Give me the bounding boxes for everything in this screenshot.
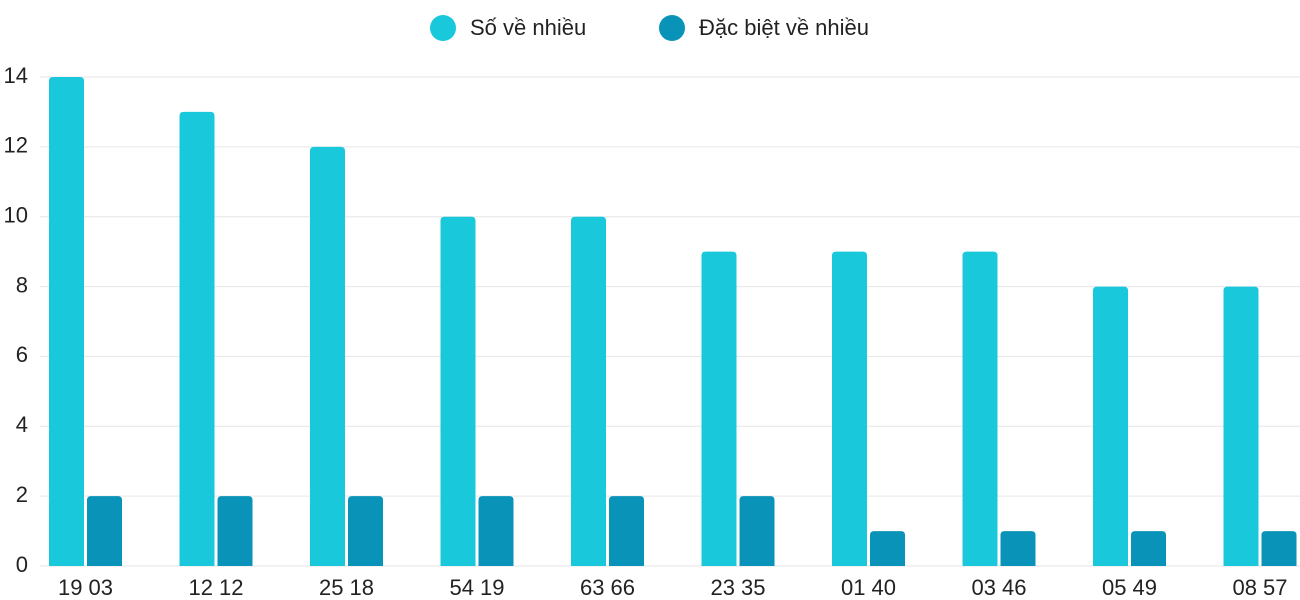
x-tick-label: 54 19	[449, 575, 504, 600]
bar	[609, 496, 644, 566]
bar	[348, 496, 383, 566]
bar	[962, 251, 998, 566]
bar	[1223, 286, 1259, 566]
x-tick-label: 12 12	[188, 575, 243, 600]
bar	[701, 251, 737, 566]
bar	[1131, 531, 1166, 566]
y-tick-label: 8	[16, 272, 28, 297]
bar	[179, 111, 215, 566]
x-tick-label: 63 66	[580, 575, 635, 600]
bar	[832, 251, 867, 566]
y-tick-label: 4	[16, 412, 28, 437]
legend-swatch	[430, 15, 456, 41]
y-tick-label: 10	[4, 203, 28, 228]
legend-label: Số về nhiều	[470, 15, 586, 40]
bar	[1000, 531, 1036, 566]
y-tick-label: 12	[4, 133, 28, 158]
legend-label: Đặc biệt về nhiều	[699, 15, 869, 40]
bar	[1261, 531, 1297, 566]
bar	[217, 496, 253, 566]
bar	[571, 216, 606, 566]
bar	[49, 77, 84, 566]
bar	[478, 496, 514, 566]
y-tick-label: 14	[4, 63, 28, 88]
x-tick-label: 23 35	[710, 575, 765, 600]
y-tick-label: 0	[16, 552, 28, 577]
bar	[739, 496, 775, 566]
y-tick-label: 6	[16, 342, 28, 367]
bar	[870, 531, 905, 566]
x-tick-label: 03 46	[971, 575, 1026, 600]
x-tick-label: 19 03	[58, 575, 113, 600]
x-tick-label: 05 49	[1102, 575, 1157, 600]
x-tick-label: 08 57	[1232, 575, 1287, 600]
x-tick-label: 25 18	[319, 575, 374, 600]
y-tick-label: 2	[16, 482, 28, 507]
bar	[310, 146, 345, 566]
bar	[440, 216, 476, 566]
bar	[1093, 286, 1128, 566]
legend-swatch	[659, 15, 685, 41]
x-tick-label: 01 40	[841, 575, 896, 600]
bar	[87, 496, 122, 566]
